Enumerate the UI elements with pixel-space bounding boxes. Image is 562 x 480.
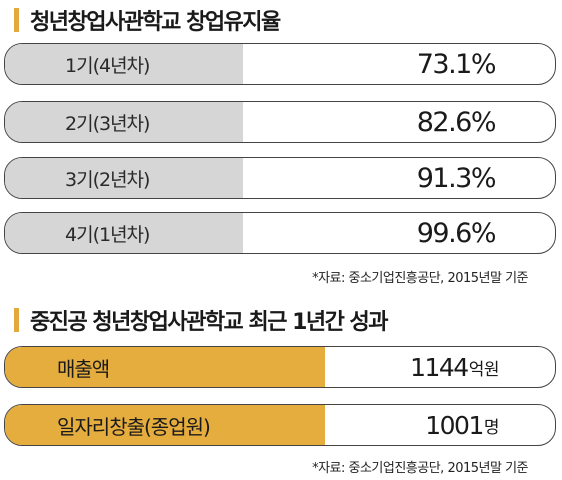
performance-title-text: 중진공 청년창업사관학교 최근 1년간 성과 xyxy=(30,310,389,335)
title-accent-bar xyxy=(14,308,19,332)
retention-value: 91.3% xyxy=(416,162,497,194)
cohort-label: 1기(4년차) xyxy=(5,44,243,84)
performance-row-revenue: 매출액 1144 억원 xyxy=(4,346,556,388)
performance-number: 1001 xyxy=(425,410,484,440)
cohort-label: 4기(1년차) xyxy=(5,213,243,253)
performance-value: 1144 억원 xyxy=(410,347,499,387)
title-accent-bar xyxy=(14,8,19,32)
retention-row-2: 2기(3년차) 82.6% xyxy=(4,101,556,143)
retention-value: 99.6% xyxy=(416,217,497,249)
retention-row-3: 3기(2년차) 91.3% xyxy=(4,157,556,199)
performance-title: 중진공 청년창업사관학교 최근 1년간 성과 xyxy=(14,303,389,337)
retention-row-1: 1기(4년차) 73.1% xyxy=(4,43,556,85)
performance-number: 1144 xyxy=(410,352,469,382)
performance-unit: 억원 xyxy=(468,359,500,380)
retention-rate-title-text: 청년창업사관학교 창업유지율 xyxy=(30,10,281,35)
retention-source-note: *자료: 중소기업진흥공단, 2015년말 기준 xyxy=(312,271,528,286)
retention-value: 82.6% xyxy=(416,106,497,138)
performance-row-jobs: 일자리창출(종업원) 1001 명 xyxy=(4,404,556,446)
retention-rate-title: 청년창업사관학교 창업유지율 xyxy=(14,3,281,37)
performance-value: 1001 명 xyxy=(425,405,499,445)
cohort-label: 3기(2년차) xyxy=(5,158,243,198)
performance-label: 매출액 xyxy=(5,347,325,387)
performance-source-note: *자료: 중소기업진흥공단, 2015년말 기준 xyxy=(312,461,528,476)
performance-label: 일자리창출(종업원) xyxy=(5,405,325,445)
cohort-label: 2기(3년차) xyxy=(5,102,243,142)
performance-unit: 명 xyxy=(483,417,500,438)
retention-value: 73.1% xyxy=(416,48,497,80)
retention-row-4: 4기(1년차) 99.6% xyxy=(4,212,556,254)
